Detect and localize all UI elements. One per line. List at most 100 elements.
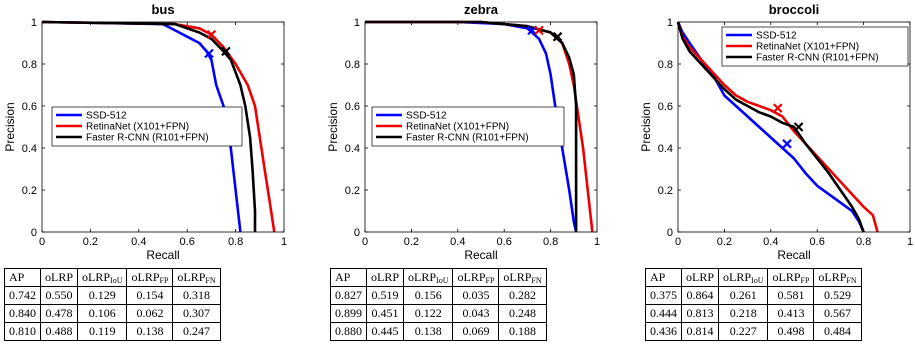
y-tick-label: 0.6 (22, 101, 37, 113)
x-tick-label: 0.6 (810, 236, 825, 248)
legend-label-1: RetinaNet (X101+FPN) (756, 42, 859, 53)
table-cell: 0.156 (403, 286, 454, 305)
table-header-cell: oLRPFN (172, 268, 221, 287)
table-cell: 0.375 (645, 286, 682, 305)
table-cell: 0.581 (767, 286, 815, 305)
table-cell: 0.069 (452, 322, 500, 341)
optimal-marker-2 (221, 46, 231, 57)
optimal-marker-2 (793, 122, 804, 132)
metrics-table-bus: AP oLRP oLRPIoU oLRPFP oLRPFN 0.742 0.550 0.129… (4, 268, 221, 341)
table-cell: 0.247 (172, 322, 221, 341)
table-cell: 0.529 (813, 286, 862, 305)
table-cell: 0.436 (645, 322, 682, 341)
table-cell: 0.899 (330, 304, 367, 323)
table-cell: 0.138 (403, 322, 454, 341)
x-axis-label: Recall (464, 248, 497, 262)
table-cell: 0.154 (126, 286, 174, 305)
table-cell: 0.129 (77, 286, 128, 305)
table-cell: 0.445 (365, 322, 405, 341)
y-tick-label: 0.4 (22, 143, 37, 155)
table-cell: 0.488 (39, 322, 79, 341)
table-header-row: AP oLRP oLRPIoU oLRPFP oLRPFN (645, 268, 862, 287)
table-cell: 0.043 (452, 304, 500, 323)
series-line-2 (41, 20, 257, 232)
table-cell: 0.742 (4, 286, 41, 305)
table-cell: 0.478 (39, 304, 79, 323)
table-header-cell: oLRPFN (813, 268, 862, 287)
table-header-cell: oLRPFP (126, 268, 174, 287)
y-tick-label: 0.8 (658, 59, 673, 71)
table-cell: 0.119 (77, 322, 128, 341)
table-cell: 0.567 (813, 304, 862, 323)
x-tick-label: 0.2 (83, 236, 98, 248)
legend-label-2: Faster R-CNN (R101+FPN) (86, 133, 209, 144)
table-header-cell: oLRP (365, 268, 405, 287)
y-tick-label: 1 (354, 17, 360, 29)
x-axis-label: Recall (146, 248, 179, 262)
y-tick-label: 0.2 (658, 185, 673, 197)
table-cell: 0.814 (680, 322, 720, 341)
table-cell: 0.813 (680, 304, 720, 323)
table-header-row: AP oLRP oLRPIoU oLRPFP oLRPFN (4, 268, 221, 287)
y-tick-label: 0.6 (658, 101, 673, 113)
x-tick-label: 0 (362, 236, 368, 248)
table-row: 0.899 0.451 0.122 0.043 0.248 (330, 304, 547, 323)
optimal-marker-1 (206, 29, 217, 40)
chart-title: bus (151, 2, 174, 17)
x-tick-label: 0 (39, 236, 45, 248)
legend-label-2: Faster R-CNN (R101+FPN) (756, 53, 879, 64)
y-tick-label: 0.2 (345, 185, 360, 197)
optimal-marker-1 (772, 103, 783, 113)
table-cell: 0.519 (365, 286, 405, 305)
y-tick-label: 0.8 (22, 59, 37, 71)
table-cell: 0.261 (718, 286, 769, 305)
table-row: 0.742 0.550 0.129 0.154 0.318 (4, 286, 221, 305)
legend-box (51, 106, 243, 147)
x-axis-label: Recall (777, 248, 810, 262)
table-header-cell: oLRPFN (498, 268, 547, 287)
table-header-cell: AP (645, 268, 682, 287)
y-tick-label: 0 (667, 227, 673, 239)
x-tick-label: 0.8 (856, 236, 871, 248)
metrics-table-zebra: AP oLRP oLRPIoU oLRPFP oLRPFN 0.827 0.519 0.156… (330, 268, 547, 341)
table-cell: 0.864 (680, 286, 720, 305)
legend-label-1: RetinaNet (X101+FPN) (86, 122, 189, 133)
table-row: 0.880 0.445 0.138 0.069 0.188 (330, 322, 547, 341)
table-cell: 0.122 (403, 304, 454, 323)
x-tick-label: 0.8 (543, 236, 558, 248)
chart-title: zebra (464, 2, 499, 17)
table-cell: 0.307 (172, 304, 221, 323)
table-cell: 0.413 (767, 304, 815, 323)
table-header-cell: oLRPIoU (403, 268, 454, 287)
x-tick-label: 0.4 (763, 236, 778, 248)
table-row: 0.436 0.814 0.227 0.498 0.484 (645, 322, 862, 341)
legend-label-2: Faster R-CNN (R101+FPN) (406, 133, 529, 144)
table-header-cell: oLRPFP (452, 268, 500, 287)
legend-label-0: SSD-512 (86, 111, 127, 122)
x-tick-label: 0.6 (180, 236, 195, 248)
x-tick-label: 0.2 (717, 236, 732, 248)
legend-label-0: SSD-512 (756, 31, 797, 42)
y-axis-label: Precision (326, 102, 340, 151)
table-cell: 0.840 (4, 304, 41, 323)
legend-box (721, 26, 909, 67)
optimal-marker-0 (527, 25, 537, 36)
x-tick-label: 0.4 (450, 236, 465, 248)
chart-0: bus 0 0.2 0.4 0.6 0.8 1 0 0.2 0.4 0.6 0.8 1 Recall Pre… (3, 2, 287, 262)
table-header-cell: oLRP (39, 268, 79, 287)
pr-curves-figure: bus 0 0.2 0.4 0.6 0.8 1 0 0.2 0.4 0.6 0.8 1 Recall Pre… (3, 2, 913, 262)
plot-frame (41, 21, 285, 233)
table-cell: 0.188 (498, 322, 547, 341)
chart-title: broccoli (769, 2, 820, 17)
x-tick-label: 0.2 (404, 236, 419, 248)
table-header-cell: oLRPIoU (77, 268, 128, 287)
y-tick-label: 0 (31, 227, 37, 239)
y-tick-label: 0.2 (22, 185, 37, 197)
table-header-cell: AP (4, 268, 41, 287)
x-tick-label: 0.4 (131, 236, 146, 248)
legend-label-0: SSD-512 (406, 111, 447, 122)
x-tick-label: 0.8 (228, 236, 243, 248)
table-cell: 0.035 (452, 286, 500, 305)
